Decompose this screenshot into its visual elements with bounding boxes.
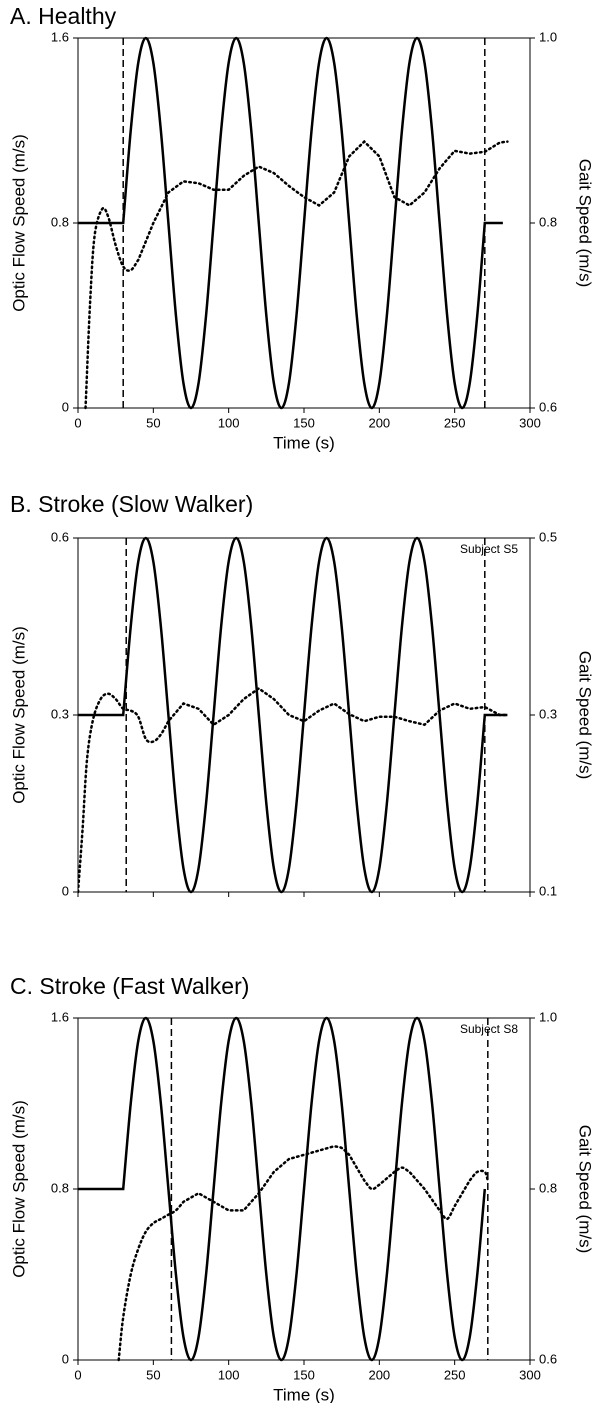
x-tick-label: 200 <box>368 415 390 430</box>
annotation: Subject S8 <box>460 1022 518 1036</box>
gait-speed-line <box>117 1144 490 1362</box>
x-tick-label: 200 <box>368 1367 390 1382</box>
y2-axis-label: Gait Speed (m/s) <box>576 159 595 288</box>
y2-tick-label: 0.3 <box>539 706 557 721</box>
y-tick-label: 0 <box>62 883 69 898</box>
x-tick-label: 300 <box>519 1367 541 1382</box>
x-tick-label: 100 <box>218 415 240 430</box>
y-tick-label: 0.8 <box>51 214 69 229</box>
y2-tick-label: 0.8 <box>539 1180 557 1195</box>
x-tick-label: 0 <box>74 1367 81 1382</box>
y2-tick-label: 0.8 <box>539 214 557 229</box>
y2-tick-label: 0.6 <box>539 1351 557 1366</box>
x-tick-label: 250 <box>444 415 466 430</box>
x-tick-label: 100 <box>218 1367 240 1382</box>
y2-tick-label: 0.1 <box>539 883 557 898</box>
x-tick-label: 150 <box>293 415 315 430</box>
optic-flow-line <box>78 1016 487 1362</box>
x-tick-label: 250 <box>444 1367 466 1382</box>
chart-title: B. Stroke (Slow Walker) <box>10 491 253 517</box>
chart-title: A. Healthy <box>10 3 117 29</box>
gait-speed-line <box>84 139 509 410</box>
y-tick-label: 0.6 <box>51 529 69 544</box>
y2-axis-label: Gait Speed (m/s) <box>576 651 595 780</box>
x-tick-label: 50 <box>146 1367 160 1382</box>
y-tick-label: 0 <box>62 1351 69 1366</box>
y2-tick-label: 1.0 <box>539 29 557 44</box>
y-tick-label: 0 <box>62 399 69 414</box>
y-tick-label: 1.6 <box>51 1009 69 1024</box>
y-axis-label: Optic Flow Speed (m/s) <box>9 134 28 312</box>
y2-tick-label: 0.6 <box>539 399 557 414</box>
y-tick-label: 0.3 <box>51 706 69 721</box>
y-tick-label: 1.6 <box>51 29 69 44</box>
gait-speed-line <box>78 686 509 894</box>
y-axis-label: Optic Flow Speed (m/s) <box>9 1100 28 1278</box>
y2-tick-label: 0.5 <box>539 529 557 544</box>
y-tick-label: 0.8 <box>51 1180 69 1195</box>
y2-tick-label: 1.0 <box>539 1009 557 1024</box>
optic-flow-line <box>78 36 503 410</box>
x-tick-label: 300 <box>519 415 541 430</box>
y2-axis-label: Gait Speed (m/s) <box>576 1125 595 1254</box>
x-tick-label: 0 <box>74 415 81 430</box>
x-axis-label: Time (s) <box>273 433 335 452</box>
x-tick-label: 150 <box>293 1367 315 1382</box>
optic-flow-line <box>78 536 508 894</box>
annotation: Subject S5 <box>460 542 518 556</box>
x-axis-label: Time (s) <box>273 1385 335 1403</box>
chart-title: C. Stroke (Fast Walker) <box>10 973 249 999</box>
y-axis-label: Optic Flow Speed (m/s) <box>9 626 28 804</box>
x-tick-label: 50 <box>146 415 160 430</box>
